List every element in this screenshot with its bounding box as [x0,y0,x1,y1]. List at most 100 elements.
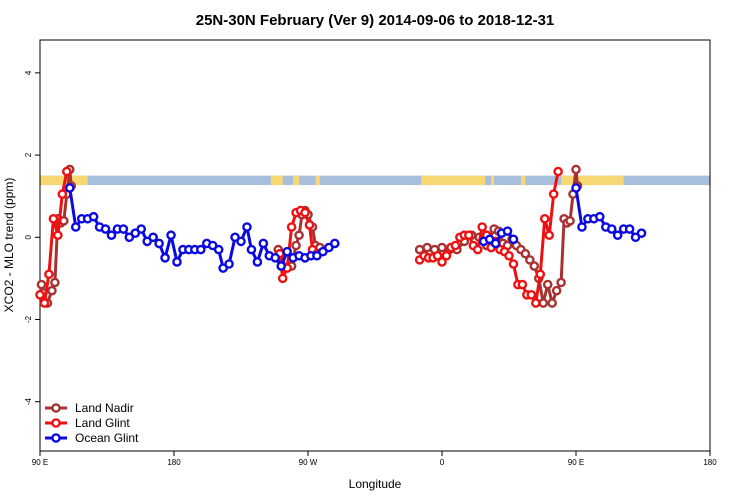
legend-marker-0 [51,403,61,413]
data-point-2-27 [224,259,234,269]
data-point-1-37 [504,250,514,261]
data-point-2-59 [612,230,623,241]
chart-title: 25N-30N February (Ver 9) 2014-09-06 to 2… [196,12,555,29]
land-segment-4 [421,175,442,186]
data-point-1-8 [277,273,288,284]
legend-label-0: Land Nadir [75,401,134,415]
data-point-2-35 [270,253,281,263]
legend-label-1: Land Glint [75,416,130,430]
data-point-0-47 [551,285,562,296]
data-point-1-21 [432,250,443,261]
data-point-1-28 [463,230,474,241]
data-point-0-51 [565,216,575,226]
data-point-2-1 [70,222,81,232]
data-point-2-33 [258,238,269,249]
data-point-1-14 [304,220,315,230]
data-point-2-18 [172,257,182,267]
data-point-0-44 [538,298,549,308]
data-point-2-6 [100,224,111,234]
data-point-2-14 [148,232,158,243]
data-point-1-5 [57,189,68,199]
land-segment-3 [315,175,320,186]
data-point-2-61 [624,224,635,234]
y-tick-label-2: 0 [24,235,33,240]
data-point-1-45 [539,213,550,224]
data-point-0-41 [525,255,535,265]
data-point-2-4 [88,211,99,222]
data-point-2-31 [246,244,257,255]
data-point-2-12 [136,224,147,234]
series-2 [64,183,647,273]
data-point-2-48 [490,238,501,249]
data-point-0-7 [59,216,69,226]
axis-ticks: 90 E 180 90 W 0 90 E 180 -4 -2 0 2 4 [24,70,717,467]
x-axis-label: Longitude [349,477,402,491]
land-segment-2 [293,175,300,186]
plot-frame [39,39,711,452]
land-segment-1 [270,175,283,186]
data-point-2-22 [195,244,206,255]
data-point-1-23 [441,250,452,261]
x-tick-label-2: 90 W [299,458,318,467]
land-segment-5 [442,175,486,186]
data-point-2-45 [329,238,340,249]
data-point-1-46 [544,230,555,241]
data-point-2-58 [606,224,617,234]
data-point-0-3 [47,285,57,296]
data-point-0-53 [571,164,581,175]
data-point-1-2 [44,269,54,280]
y-tick-label-3: 2 [24,152,33,157]
data-point-2-51 [508,234,519,245]
data-point-1-30 [472,244,483,255]
data-point-0-46 [547,298,557,308]
data-point-2-37 [282,246,292,257]
data-point-1-1 [39,298,50,308]
data-point-0-24 [422,242,432,253]
land-segment-9 [614,175,624,186]
y-tick-label-4: 4 [24,70,33,75]
data-point-0-0 [36,279,47,290]
legend-marker-1 [51,418,61,428]
data-point-1-40 [517,279,528,290]
data-point-2-63 [636,228,647,238]
data-point-2-32 [252,257,263,267]
data-point-2-30 [242,222,252,232]
data-point-0-45 [542,279,553,290]
data-point-2-56 [595,211,605,222]
legend-marker-2 [51,433,61,443]
data-point-1-44 [535,269,546,280]
data-point-2-15 [154,238,164,249]
data-point-1-25 [450,240,461,251]
x-tick-label-4: 90 E [568,458,584,467]
data-point-0-42 [529,261,540,271]
data-point-1-13 [300,207,310,218]
x-tick-label-5: 180 [703,458,717,467]
data-point-2-9 [118,224,129,234]
data-point-2-16 [160,253,170,263]
data-point-0-16 [294,230,304,241]
y-tick-label-0: -4 [24,398,33,406]
land-segment-8 [561,175,615,186]
data-point-0-4 [50,277,60,288]
data-point-1-4 [53,230,63,241]
land-mask-strip [40,175,710,186]
data-point-1-3 [48,213,59,224]
data-point-1-0 [35,290,45,300]
data-point-2-25 [213,244,224,255]
land-segment-6 [491,175,495,186]
data-point-2-36 [276,261,287,271]
data-point-2-52 [571,183,581,193]
data-point-1-31 [477,222,488,232]
data-point-0-15 [291,240,301,251]
data-point-1-22 [437,257,447,267]
x-tick-label-0: 90 E [32,458,48,467]
data-point-1-10 [286,222,297,232]
legend-label-2: Ocean Glint [75,431,139,445]
ocean-band [40,175,710,186]
x-tick-label-3: 0 [440,458,445,467]
y-tick-label-1: -2 [24,315,33,323]
y-axis-label: XCO2 - MLO trend (ppm) [2,178,16,313]
land-segment-7 [520,175,526,186]
